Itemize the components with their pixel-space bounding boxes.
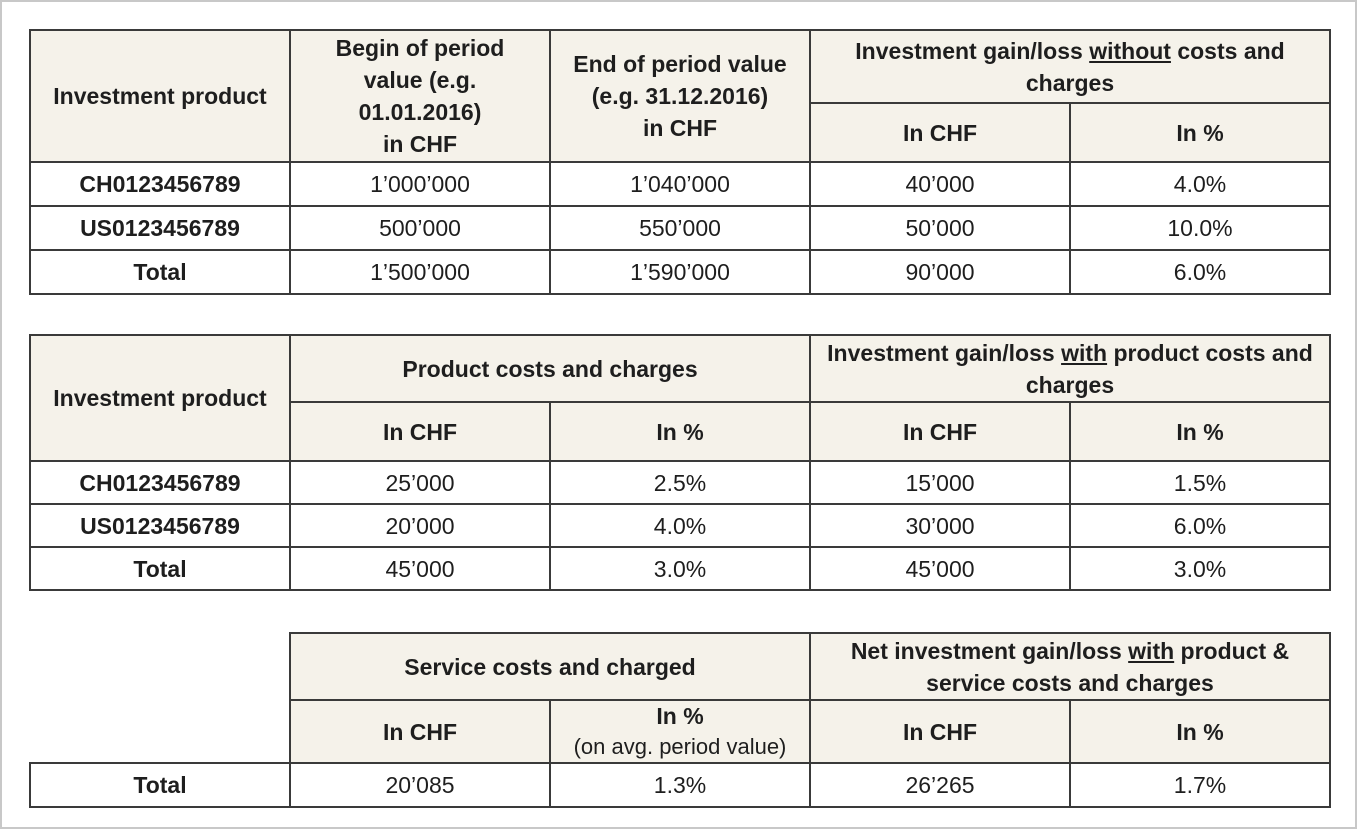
header-in-chf: In CHF [809, 699, 1071, 764]
table-row: Total 1’500’000 1’590’000 90’000 6.0% [29, 249, 1332, 295]
header-investment-product: Investment product [29, 334, 291, 462]
table-service-costs: Service costs and charged Net investment… [29, 632, 1331, 808]
header-net-gain: Net investment gain/loss with product & … [809, 632, 1331, 701]
table-row: US0123456789 20’000 4.0% 30’000 6.0% [29, 503, 1332, 548]
header-gain-with-product-costs: Investment gain/loss with product costs … [808, 334, 1332, 403]
table-row: CH0123456789 1’000’000 1’040’000 40’000 … [29, 161, 1332, 207]
empty-cell [30, 633, 290, 700]
table-row: US0123456789 500’000 550’000 50’000 10.0… [29, 205, 1332, 251]
header-in-percent: In % [1069, 699, 1331, 764]
header-product-costs: Product costs and charges [289, 334, 811, 403]
header-in-percent: In % [549, 401, 811, 462]
header-begin-of-period: Begin of period value (e.g. 01.01.2016) … [289, 29, 551, 163]
header-in-percent-avg: In % (on avg. period value) [549, 699, 811, 764]
table-product-costs: Investment product Product costs and cha… [29, 334, 1332, 591]
header-investment-product: Investment product [29, 29, 291, 163]
table-row: Total 45’000 3.0% 45’000 3.0% [29, 546, 1332, 591]
table-row: CH0123456789 25’000 2.5% 15’000 1.5% [29, 460, 1332, 505]
header-in-chf: In CHF [809, 102, 1071, 163]
header-in-chf: In CHF [289, 401, 551, 462]
header-service-costs: Service costs and charged [289, 632, 811, 701]
empty-cell [30, 700, 290, 764]
table-gain-without-costs: Investment product Begin of period value… [29, 29, 1332, 295]
table-row: Total 20’085 1.3% 26’265 1.7% [29, 762, 1331, 808]
header-in-percent: In % [1068, 102, 1332, 163]
header-end-of-period: End of period value (e.g. 31.12.2016) in… [549, 29, 811, 163]
header-in-chf: In CHF [289, 699, 551, 764]
header-in-chf: In CHF [809, 401, 1071, 462]
header-gain-without-costs: Investment gain/loss without costs and c… [808, 29, 1332, 104]
header-in-percent: In % [1068, 401, 1332, 462]
